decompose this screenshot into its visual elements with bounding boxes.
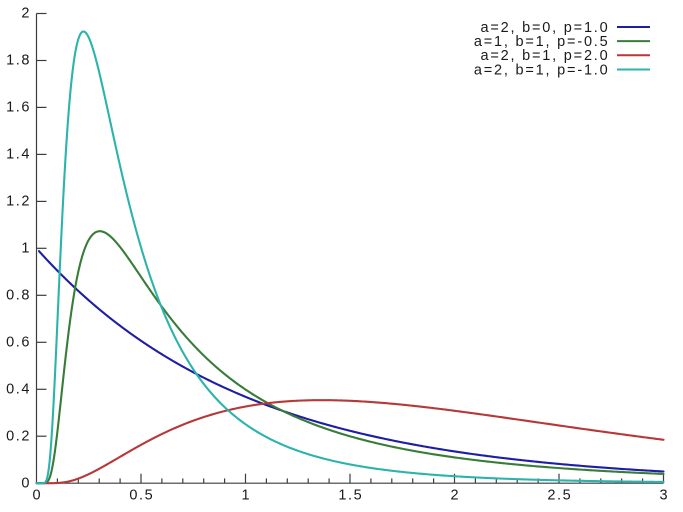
svg-text:1.2: 1.2	[6, 194, 31, 210]
svg-text:1.6: 1.6	[6, 100, 31, 116]
svg-text:1.5: 1.5	[338, 488, 363, 504]
svg-text:0.4: 0.4	[6, 382, 31, 398]
svg-text:a=1, b=1, p=-0.5: a=1, b=1, p=-0.5	[474, 34, 610, 50]
svg-text:0.8: 0.8	[6, 288, 31, 304]
svg-text:1.8: 1.8	[6, 53, 31, 69]
svg-text:0: 0	[21, 475, 31, 491]
svg-text:0: 0	[32, 488, 42, 504]
svg-text:3: 3	[659, 488, 669, 504]
svg-text:a=2, b=0, p=1.0: a=2, b=0, p=1.0	[481, 20, 610, 36]
svg-text:0.6: 0.6	[6, 335, 31, 351]
svg-text:2: 2	[21, 6, 31, 22]
svg-text:1.4: 1.4	[6, 147, 31, 163]
svg-text:a=2, b=1, p=-1.0: a=2, b=1, p=-1.0	[474, 62, 610, 78]
svg-text:a=2, b=1, p=2.0: a=2, b=1, p=2.0	[481, 48, 610, 64]
svg-text:2.5: 2.5	[547, 488, 572, 504]
svg-text:2: 2	[450, 488, 460, 504]
svg-text:1: 1	[21, 241, 31, 257]
svg-text:0.2: 0.2	[6, 428, 31, 444]
svg-text:0.5: 0.5	[129, 488, 154, 504]
svg-text:1: 1	[241, 488, 251, 504]
